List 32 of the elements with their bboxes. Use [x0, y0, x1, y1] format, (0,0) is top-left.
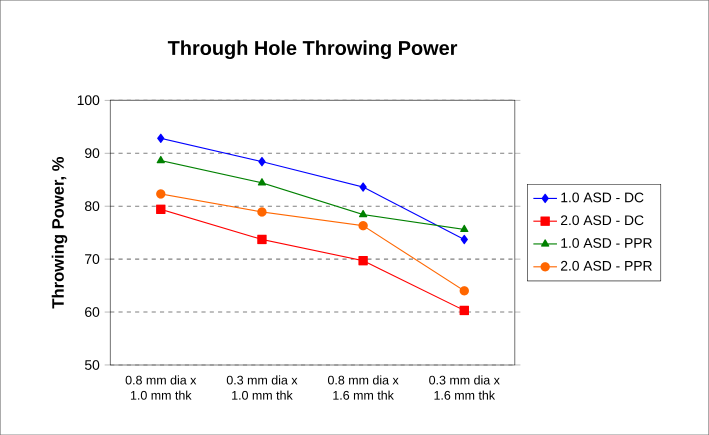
- point: [257, 234, 267, 244]
- point: [358, 256, 368, 266]
- point: [258, 156, 266, 166]
- point: [358, 210, 368, 218]
- point: [157, 134, 164, 143]
- point: [257, 207, 267, 217]
- legend-label: 1.0 ASD - DC: [561, 192, 644, 202]
- point: [156, 156, 165, 164]
- point: [359, 182, 367, 192]
- point: [156, 189, 166, 199]
- chart-title: Through Hole Throwing Power: [168, 40, 458, 59]
- y-tick-label: 90: [85, 148, 100, 158]
- y-tick-label: 70: [85, 254, 100, 264]
- legend-label: 2.0 ASD - PPR: [560, 260, 652, 271]
- y-tick-label: 50: [84, 360, 100, 370]
- point: [460, 286, 469, 296]
- point: [258, 178, 266, 186]
- x-tick-label: 0.8 mm dia x 1.0 mm thk: [126, 375, 196, 400]
- y-tick-label: 60: [85, 307, 100, 317]
- legend-label: 2.0 ASD - DC: [560, 215, 644, 226]
- point: [358, 220, 368, 230]
- point: [460, 306, 469, 316]
- legend-label: 1.0 ASD - PPR: [561, 238, 652, 248]
- point: [460, 234, 468, 244]
- point: [156, 204, 166, 214]
- x-tick-label: 0.8 mm dia x 1.6 mm thk: [328, 375, 399, 400]
- y-tick-label: 100: [78, 95, 100, 105]
- point: [460, 224, 468, 232]
- x-tick-label: 0.3 mm dia x 1.0 mm thk: [226, 375, 298, 400]
- y-axis-title: Throwing Power, %: [52, 156, 68, 308]
- x-tick-label: 0.3 mm dia x 1.6 mm thk: [429, 375, 500, 400]
- y-tick-label: 80: [85, 201, 100, 211]
